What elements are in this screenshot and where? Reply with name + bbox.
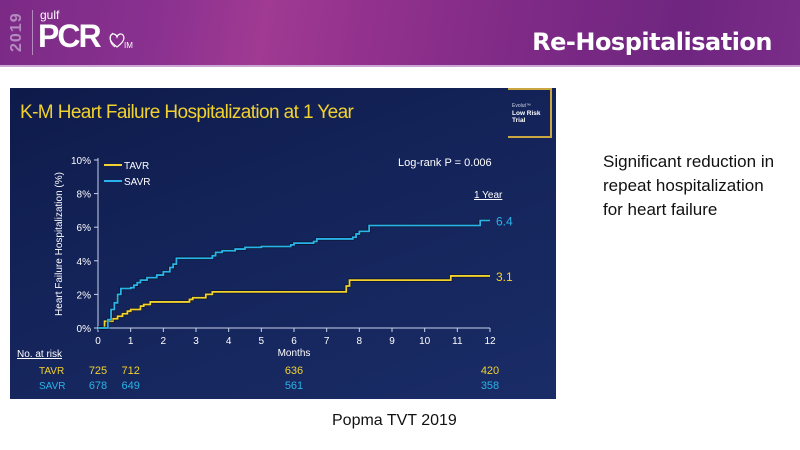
trial-badge: Evolut™ Low Risk Trial bbox=[508, 88, 552, 138]
badge-line-1: Low Risk bbox=[512, 110, 541, 117]
risk-value: 712 bbox=[121, 365, 139, 377]
p-value: Log-rank P = 0.006 bbox=[398, 157, 492, 169]
series-line-savr bbox=[98, 219, 490, 329]
x-tick-label: 1 bbox=[128, 336, 134, 347]
badge-line-2: Trial bbox=[512, 117, 526, 124]
x-axis-label: Months bbox=[278, 348, 311, 359]
one-year-label: 1 Year bbox=[474, 190, 503, 201]
slide-title: Re-Hospitalisation bbox=[532, 28, 772, 56]
badge-name: Low Risk Trial bbox=[512, 110, 541, 124]
risk-value: 420 bbox=[481, 365, 499, 377]
legend-label-savr: SAVR bbox=[124, 177, 151, 188]
risk-table-header: No. at risk bbox=[17, 349, 63, 360]
end-label-tavr: 3.1 bbox=[496, 270, 513, 284]
legend-label-tavr: TAVR bbox=[124, 161, 149, 172]
risk-value: 649 bbox=[121, 380, 139, 392]
y-tick-label: 10% bbox=[71, 156, 91, 167]
x-tick-label: 6 bbox=[291, 336, 297, 347]
citation: Popma TVT 2019 bbox=[332, 412, 457, 429]
logo-divider bbox=[32, 10, 33, 55]
x-tick-label: 0 bbox=[95, 336, 101, 347]
header-divider bbox=[0, 65, 800, 67]
x-tick-label: 11 bbox=[452, 336, 463, 347]
risk-value: 678 bbox=[89, 380, 107, 392]
chart-title: K-M Heart Failure Hospitalization at 1 Y… bbox=[20, 102, 354, 123]
x-tick-label: 10 bbox=[419, 336, 431, 347]
x-tick-label: 9 bbox=[389, 336, 395, 347]
logo-im: IM bbox=[124, 41, 133, 50]
y-tick-label: 6% bbox=[77, 223, 92, 234]
risk-row-label: SAVR bbox=[39, 381, 66, 392]
y-tick-label: 8% bbox=[77, 190, 92, 201]
risk-value: 358 bbox=[481, 380, 499, 392]
risk-value: 636 bbox=[285, 365, 303, 377]
x-tick-label: 4 bbox=[226, 336, 232, 347]
logo-gulf: gulf bbox=[40, 8, 60, 22]
x-tick-label: 7 bbox=[324, 336, 330, 347]
end-label-savr: 6.4 bbox=[496, 214, 513, 228]
y-tick-label: 0% bbox=[77, 324, 92, 335]
x-tick-label: 8 bbox=[357, 336, 363, 347]
badge-brand: Evolut™ bbox=[512, 103, 531, 109]
logo-pcr: PCR bbox=[38, 18, 102, 54]
logo-year: 2019 bbox=[8, 12, 25, 53]
x-tick-label: 3 bbox=[193, 336, 199, 347]
x-tick-label: 5 bbox=[259, 336, 265, 347]
risk-value: 561 bbox=[285, 380, 303, 392]
x-tick-label: 12 bbox=[484, 336, 496, 347]
y-tick-label: 4% bbox=[77, 257, 92, 268]
heart-logo-icon bbox=[109, 32, 125, 48]
key-finding-text: Significant reduction in repeat hospital… bbox=[603, 152, 775, 219]
km-chart: 0%2%4%6%8%10%0 1 2 3 4 5 6 7 8 9 10 11 12MonthsHeart… bbox=[17, 156, 513, 392]
x-tick-label: 2 bbox=[161, 336, 167, 347]
slide-header: 2019 gulf PCR IM Re-Hospitalisation bbox=[0, 0, 800, 65]
series-line-tavr bbox=[98, 275, 490, 329]
y-tick-label: 2% bbox=[77, 290, 92, 301]
chart-panel: K-M Heart Failure Hospitalization at 1 Y… bbox=[10, 88, 556, 399]
risk-row-label: TAVR bbox=[39, 366, 64, 377]
risk-value: 725 bbox=[89, 365, 107, 377]
y-axis-label: Heart Failure Hospitalization (%) bbox=[54, 172, 65, 316]
